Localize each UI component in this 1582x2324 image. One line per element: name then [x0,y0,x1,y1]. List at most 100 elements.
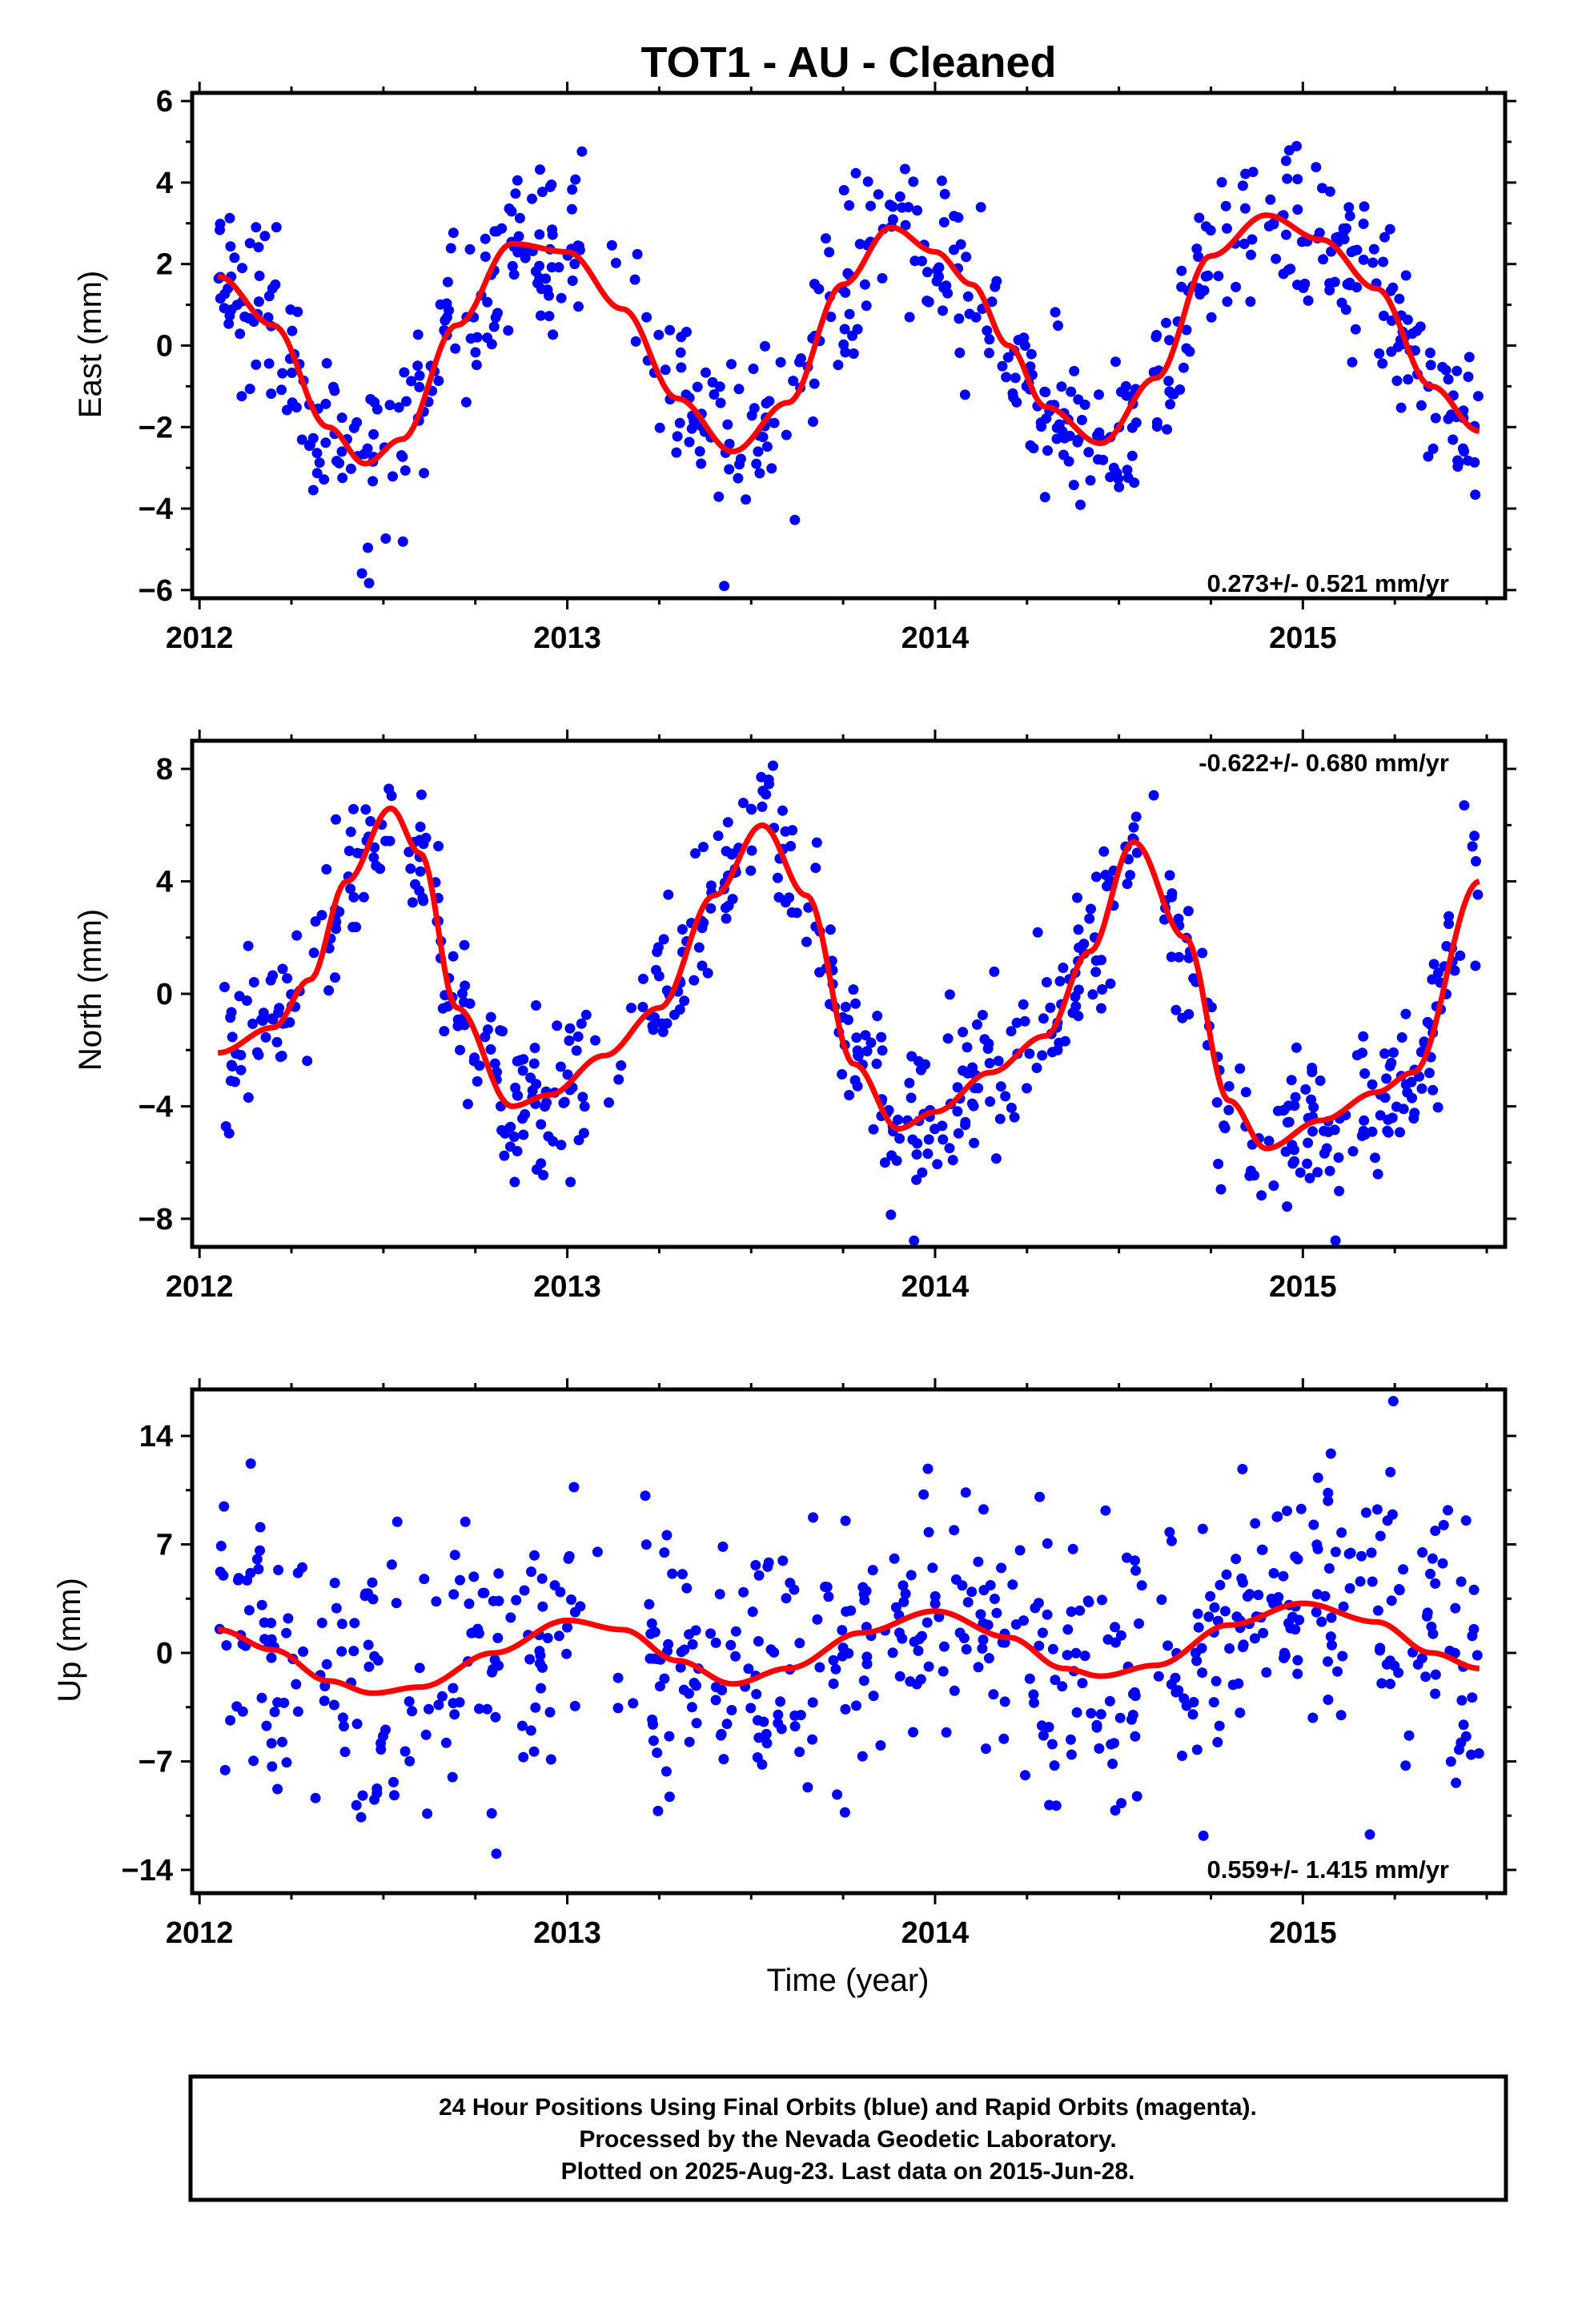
up-data-point [1166,1535,1177,1546]
up-data-point [448,1589,460,1600]
up-x-tick-label: 2015 [1269,1916,1337,1950]
east-data-point [253,296,264,308]
east-data-point [1035,417,1046,428]
north-data-point [1315,1076,1326,1086]
north-data-point [512,1055,523,1067]
up-data-point [1205,1590,1216,1602]
up-data-point [988,1689,999,1700]
east-data-point [567,275,578,286]
east-data-point [412,360,424,372]
up-data-point [525,1725,536,1736]
up-data-point [1046,1739,1058,1750]
up-data-point [253,1563,264,1574]
up-data-point [730,1651,741,1662]
up-data-point [339,1747,351,1758]
east-data-point [746,410,757,421]
up-data-point [1106,1739,1117,1750]
north-data-point [1032,927,1043,938]
north-points [219,760,1484,1246]
up-data-point [1235,1707,1246,1719]
east-data-point [788,376,799,387]
north-data-point [1396,1032,1407,1043]
up-data-point [1427,1628,1439,1639]
up-data-point [1420,1671,1431,1683]
east-data-point [959,389,970,400]
up-data-point [661,1766,672,1777]
up-data-point [1107,1759,1118,1769]
east-data-point [894,191,905,202]
east-data-point [311,448,323,459]
east-data-point [1453,457,1464,468]
north-data-point [844,1090,855,1100]
east-ylabel: East (mm) [73,271,108,418]
up-data-point [291,1679,302,1690]
up-data-point [473,1628,484,1639]
north-data-point [565,1176,576,1188]
north-data-point [879,1157,890,1168]
east-data-point [840,287,851,298]
north-data-point [1054,975,1066,987]
up-data-point [1062,1650,1073,1661]
north-data-point [1395,1127,1405,1138]
north-data-point [504,1122,516,1133]
north-rate-label: -0.622+/- 0.680 mm/yr [1199,749,1449,777]
north-data-point [746,804,757,815]
up-data-point [644,1653,656,1664]
up-data-point [1387,1509,1398,1520]
north-data-point [532,1164,542,1175]
up-data-point [545,1754,556,1765]
up-data-point [975,1609,986,1620]
north-data-point [540,1101,550,1112]
up-data-point [1102,1634,1114,1645]
east-data-point [442,276,453,287]
up-data-point [775,1696,786,1707]
up-data-point [1062,1624,1074,1635]
north-data-point [277,963,288,975]
east-data-point [1245,296,1256,308]
east-data-point [904,312,915,323]
up-data-point [1214,1720,1225,1731]
north-data-point [990,1153,1002,1164]
east-data-point [1464,352,1475,363]
north-data-point [1128,822,1139,833]
east-data-point [1359,201,1370,212]
up-data-point [1086,1707,1097,1719]
up-data-point [807,1734,818,1745]
north-data-point [243,1092,254,1103]
east-data-point [844,308,855,320]
up-data-point [529,1550,540,1561]
east-data-point [1285,263,1296,275]
east-data-point [719,581,730,592]
north-data-point [763,774,774,786]
up-data-point [941,1727,952,1738]
up-data-point [493,1568,504,1579]
east-data-point [1108,462,1119,473]
east-data-point [1425,360,1436,371]
up-data-point [1466,1749,1477,1760]
up-data-point [1162,1640,1174,1651]
north-data-point [984,1058,995,1069]
east-data-point [734,459,745,470]
north-data-point [777,805,788,816]
up-data-point [1425,1568,1435,1579]
up-data-point [1430,1526,1441,1536]
north-data-point [512,1090,524,1101]
up-data-point [677,1569,688,1580]
up-data-point [493,1595,504,1606]
east-data-point [1069,365,1080,376]
up-data-point [678,1684,689,1695]
north-data-point [637,973,648,984]
north-data-point [1432,1102,1443,1113]
north-data-point [877,1045,888,1056]
up-x-tick-label: 2014 [901,1916,970,1950]
up-data-point [592,1546,603,1558]
north-data-point [1070,991,1081,1003]
up-data-point [1077,1678,1088,1689]
east-data-point [271,222,282,233]
north-data-point [525,1072,536,1084]
east-data-point [701,367,711,378]
up-data-point [652,1747,663,1759]
up-data-point [1327,1639,1337,1651]
east-data-point [991,275,1002,287]
north-fit [218,805,1480,1152]
